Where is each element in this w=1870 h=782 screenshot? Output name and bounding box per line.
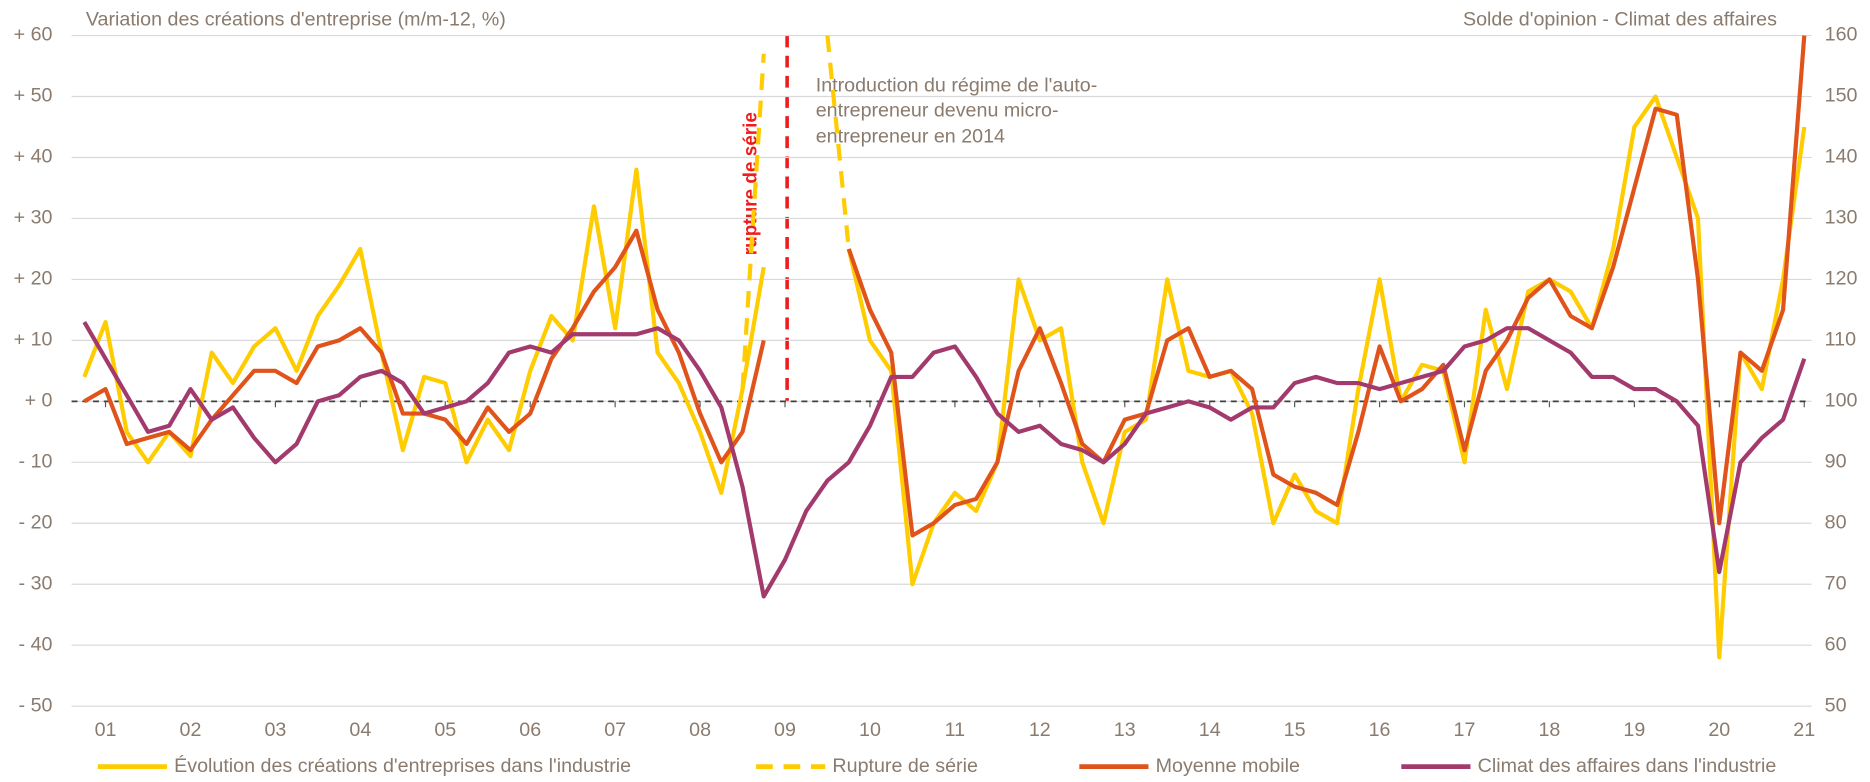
y-tick-label: + 20 [14,268,53,290]
x-tick-label: 21 [1793,719,1815,741]
y-tick-label: + 40 [14,146,53,168]
y2-tick-label: 140 [1825,146,1858,168]
annotation: Introduction du régime de l'auto- [816,75,1098,97]
x-tick-label: 11 [945,719,965,741]
x-tick-label: 06 [519,719,541,741]
legend-label: Rupture de série [832,755,978,777]
y2-tick-label: 70 [1825,572,1847,594]
x-tick-label: 03 [264,719,286,741]
x-tick-label: 09 [774,719,796,741]
x-tick-label: 19 [1623,719,1645,741]
legend-label: Évolution des créations d'entreprises da… [174,754,631,777]
y-tick-label: - 10 [19,451,53,473]
break-label: rupture de série [740,112,761,255]
x-tick-label: 13 [1114,719,1136,741]
y2-tick-label: 130 [1825,207,1858,229]
y-tick-label: - 50 [19,694,53,716]
legend-label: Moyenne mobile [1156,755,1300,777]
y-tick-label: + 50 [14,85,53,107]
y-tick-label: - 30 [19,572,53,594]
y-tick-label: + 10 [14,329,53,351]
x-tick-label: 05 [434,719,456,741]
x-tick-label: 16 [1369,719,1391,741]
series-line [82,94,1807,660]
x-tick-label: 08 [689,719,711,741]
y2-axis-title: Solde d'opinion - Climat des affaires [1463,8,1777,30]
y2-tick-label: 60 [1825,633,1847,655]
y-tick-label: - 20 [19,511,53,533]
legend-label: Climat des affaires dans l'industrie [1478,755,1777,777]
y2-tick-label: 150 [1825,85,1858,107]
y-tick-label: + 60 [14,24,53,46]
x-tick-label: 17 [1454,719,1476,741]
y2-tick-label: 80 [1825,511,1847,533]
y-tick-label: - 40 [19,633,53,655]
x-tick-label: 10 [859,719,881,741]
x-tick-label: 01 [95,719,117,741]
y2-tick-label: 100 [1825,390,1858,412]
annotation: entrepreneur devenu micro- [816,100,1059,122]
x-tick-label: 04 [349,719,371,741]
x-tick-label: 20 [1708,719,1730,741]
annotation: entrepreneur en 2014 [816,126,1005,148]
x-tick-label: 02 [180,719,202,741]
y2-tick-label: 90 [1825,451,1847,473]
x-tick-label: 15 [1284,719,1306,741]
y-tick-label: + 30 [14,207,53,229]
x-tick-label: 18 [1538,719,1560,741]
y-axis-title: Variation des créations d'entreprise (m/… [86,8,506,30]
series-line [82,321,1807,599]
y-tick-label: + 0 [25,390,53,412]
y2-tick-label: 120 [1825,268,1858,290]
x-tick-label: 14 [1199,719,1221,741]
y2-tick-label: 160 [1825,24,1858,46]
y2-tick-label: 110 [1825,329,1856,351]
x-tick-label: 07 [604,719,626,741]
x-tick-label: 12 [1029,719,1051,741]
y2-tick-label: 50 [1825,694,1847,716]
series-line [740,35,851,390]
